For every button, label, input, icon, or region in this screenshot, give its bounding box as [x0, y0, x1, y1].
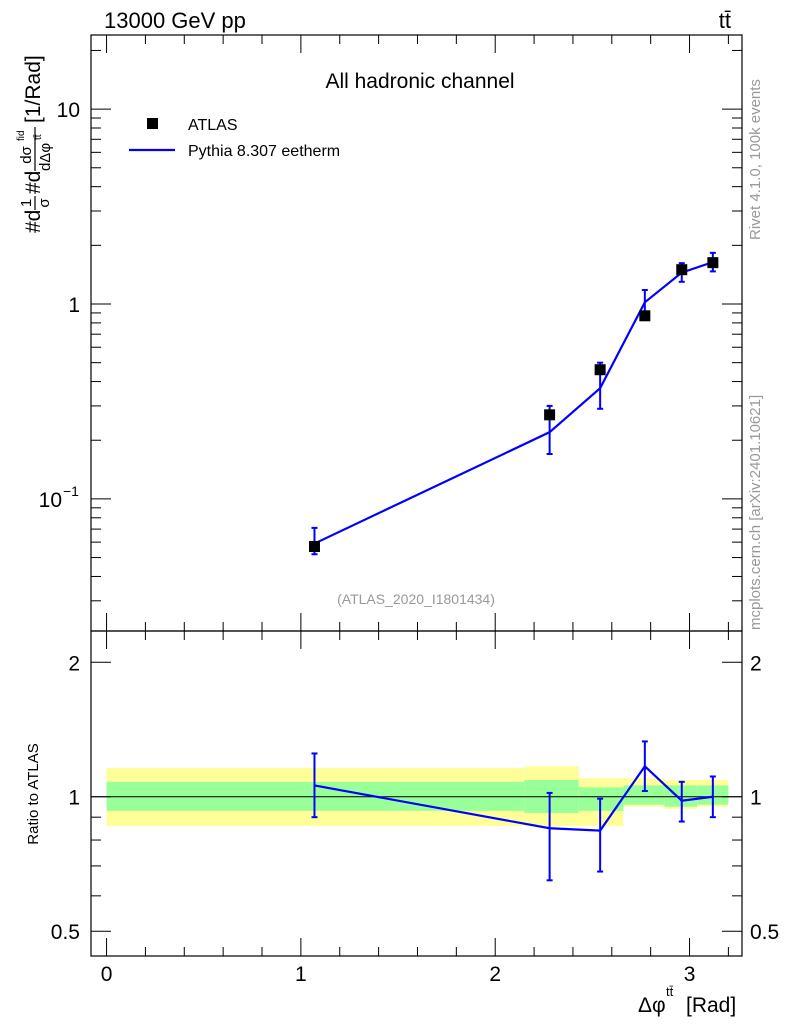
x-tick-label: 3: [684, 963, 696, 986]
ratio-y-tick-label-right: 1: [750, 787, 762, 810]
y-label-den1: σ: [36, 198, 53, 208]
atlas-data-point: [594, 364, 606, 376]
ratio-y-tick-label-right: 0.5: [750, 921, 779, 944]
y-label-unit: [1/Rad]: [22, 55, 45, 123]
y-label-prefix: #d: [22, 210, 45, 233]
ratio-y-tick-label-left: 0.5: [51, 921, 80, 944]
process-label: tt̄: [719, 8, 731, 33]
y-label-den2: dΔφ: [37, 143, 54, 171]
main-y-tick-label-exponent: −1: [63, 483, 79, 499]
y-label-sup2: fid: [16, 130, 27, 141]
main-data-layer: [308, 251, 719, 556]
ratio-data-layer: [311, 740, 716, 882]
legend-pythia-label: Pythia 8.307 eetherm: [188, 143, 340, 160]
x-label-unit: [Rad]: [686, 994, 736, 1017]
x-label-sup: tt̄: [666, 984, 674, 999]
energy-label: 13000 GeV pp: [104, 8, 246, 33]
x-tick-label: 0: [101, 963, 113, 986]
x-tick-label: 2: [489, 963, 501, 986]
x-label-main: Δφ: [638, 994, 666, 1017]
atlas-data-point: [639, 310, 651, 322]
ratio-axis-ticks: 0.5 0.5 1 1 2 2 0 1 2 3: [51, 631, 779, 986]
rivet-label: Rivet 4.1.0, 100k events: [747, 79, 764, 240]
ratio-y-axis-label: Ratio to ATLAS: [25, 743, 42, 844]
y-label-num1: 1: [18, 199, 35, 207]
chart-title: All hadronic channel: [325, 70, 514, 93]
main-y-tick-label: 1: [68, 294, 80, 317]
ratio-y-tick-label-right: 2: [750, 652, 762, 675]
mcplots-label: mcplots.cern.ch [arXiv:2401.10621]: [747, 395, 764, 630]
ratio-plot-frame: [90, 630, 743, 957]
main-y-tick-label: 10: [57, 99, 80, 122]
y-label-mid: #d: [22, 171, 45, 194]
legend-atlas-label: ATLAS: [188, 117, 238, 134]
ratio-pythia-line: [314, 764, 713, 832]
x-tick-label: 1: [295, 963, 307, 986]
ratio-y-tick-label-left: 1: [68, 787, 80, 810]
ratio-y-tick-label-left: 2: [68, 652, 80, 675]
legend: ATLAS Pythia 8.307 eetherm: [129, 117, 340, 160]
legend-atlas-marker: [147, 118, 158, 129]
pythia-line: [314, 261, 714, 545]
x-axis-label: Δφ tt̄ [Rad]: [638, 984, 736, 1017]
atlas-data-point: [707, 257, 719, 269]
atlas-data-point: [308, 540, 320, 552]
atlas-data-point: [676, 264, 688, 276]
y-label-num2: dσ: [18, 145, 35, 163]
ratio-panel: 0.5 0.5 1 1 2 2 0 1 2 3 Ratio to ATLAS Δφ tt̄ [Ra…: [25, 630, 779, 1017]
atlas-data-point: [544, 409, 556, 421]
ratio-green-band: [623, 785, 665, 805]
main-y-axis-label: #d 1 σ #d dσ fid dΔφ tt̄ [1/Rad]: [16, 55, 54, 233]
y-label-den2-sup: tt̄: [32, 134, 44, 140]
analysis-id: (ATLAS_2020_I1801434): [337, 591, 495, 607]
main-y-tick-label: 10: [39, 489, 62, 512]
